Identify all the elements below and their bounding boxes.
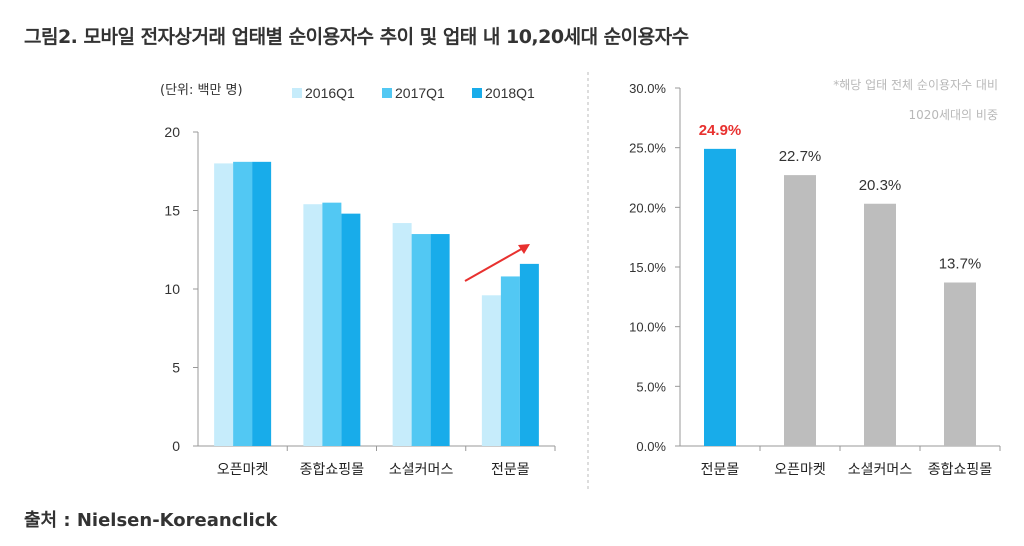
bar — [500, 276, 520, 446]
unit-label: (단위: 백만 명) — [160, 83, 243, 98]
bar — [233, 161, 253, 446]
bar — [430, 234, 450, 446]
x-tick-label: 오픈마켓 — [774, 462, 826, 478]
trend-arrow-line — [464, 246, 526, 282]
legend-swatch — [472, 88, 482, 98]
y-tick-label: 5 — [172, 360, 180, 376]
y-tick-label: 30.0% — [629, 81, 666, 96]
bar — [704, 148, 736, 447]
y-tick-label: 10 — [164, 281, 180, 297]
x-tick-label: 오픈마켓 — [217, 462, 269, 478]
y-tick-label: 20.0% — [629, 200, 666, 215]
right-bar-chart: 0.0% 5.0% 10.0% 15.0% 20.0% 25.0% 30.0% *해당 업태 … — [629, 78, 1001, 478]
x-tick-label: 종합쇼핑몰 — [928, 462, 993, 478]
source-note: 출처 : Nielsen-Koreanclick — [24, 510, 278, 531]
legend-label: 2017Q1 — [395, 85, 445, 101]
bar — [341, 213, 361, 446]
bar — [252, 161, 272, 446]
data-label: 22.7% — [779, 148, 822, 165]
y-tick-label: 5.0% — [636, 379, 666, 394]
legend-swatch — [292, 88, 302, 98]
legend-swatch — [382, 88, 392, 98]
x-tick-label: 소셜커머스 — [389, 462, 454, 478]
bar — [322, 202, 342, 446]
x-tick-label: 전문몰 — [701, 462, 740, 478]
bar — [481, 295, 501, 446]
y-tick-label: 15 — [164, 203, 180, 219]
y-tick-label: 0 — [172, 438, 180, 454]
y-tick-label: 20 — [164, 124, 180, 140]
x-tick-label: 전문몰 — [491, 462, 530, 478]
x-tick-label: 종합쇼핑몰 — [300, 462, 365, 478]
data-label: 20.3% — [859, 177, 902, 194]
legend-label: 2018Q1 — [485, 85, 535, 101]
y-tick-label: 15.0% — [629, 260, 666, 275]
bar — [944, 282, 976, 446]
x-tick-label: 소셜커머스 — [848, 462, 913, 478]
y-tick-label: 10.0% — [629, 320, 666, 335]
bar — [303, 204, 323, 446]
bar — [392, 223, 412, 446]
left-bar-chart: 0 5 10 15 20 (단위: 백만 명) 2016Q1 2017Q1 2018Q1 오픈마켓… — [160, 83, 556, 478]
bar — [784, 175, 816, 446]
data-label: 13.7% — [939, 256, 982, 273]
y-tick-label: 0.0% — [636, 439, 666, 454]
note-line-1: *해당 업태 전체 순이용자수 대비 — [833, 78, 998, 92]
bar — [411, 234, 431, 446]
trend-arrow-head — [518, 244, 530, 254]
bar — [519, 263, 539, 446]
data-label: 24.9% — [699, 122, 742, 139]
bar — [864, 203, 896, 446]
note-line-2: 1020세대의 비중 — [908, 108, 998, 122]
bar — [214, 163, 234, 446]
legend-label: 2016Q1 — [305, 85, 355, 101]
y-tick-label: 25.0% — [629, 141, 666, 156]
page-title: 그림2. 모바일 전자상거래 업태별 순이용자수 추이 및 업태 내 10,20… — [24, 26, 689, 48]
